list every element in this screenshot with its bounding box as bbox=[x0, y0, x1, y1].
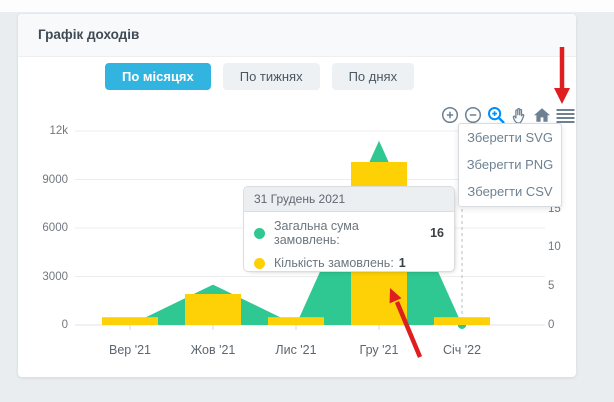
tooltip-value: 16 bbox=[430, 226, 444, 240]
tooltip-row-total-sum: Загальна сума замовлень: 16 bbox=[244, 212, 454, 249]
tooltip-label: Кількість замовлень: bbox=[274, 256, 394, 270]
y-axis-left-label: 12k bbox=[49, 125, 68, 137]
bar-4[interactable] bbox=[434, 317, 490, 325]
tooltip-date: 31 Грудень 2021 bbox=[244, 187, 454, 212]
x-axis-label: Січ '22 bbox=[442, 343, 482, 357]
yellow-series-dot bbox=[254, 257, 265, 269]
bar-0[interactable] bbox=[102, 317, 158, 325]
x-axis-label: Гру '21 bbox=[359, 343, 399, 357]
green-series-dot bbox=[254, 227, 265, 239]
tooltip-label: Загальна сума замовлень: bbox=[274, 219, 359, 247]
tooltip-row-order-count: Кількість замовлень: 1 bbox=[244, 249, 454, 271]
menu-item-save-csv[interactable]: Зберегти CSV bbox=[467, 184, 553, 199]
zoom-out-icon[interactable] bbox=[463, 105, 483, 125]
revenue-chart-card: Графік доходів По місяцях По тижнях По д… bbox=[18, 14, 576, 377]
period-tabs: По місяцях По тижнях По днях bbox=[105, 63, 415, 90]
y-axis-left-label: 9000 bbox=[42, 173, 68, 186]
page-title: Графік доходів bbox=[38, 27, 140, 42]
y-axis-right-label: 10 bbox=[548, 241, 561, 254]
zoom-in-icon[interactable] bbox=[440, 105, 460, 125]
export-menu: Зберегти SVG Зберегти PNG Зберегти CSV bbox=[458, 123, 562, 207]
card-header: Графік доходів bbox=[18, 14, 576, 57]
tab-by-days[interactable]: По днях bbox=[331, 63, 415, 90]
pan-icon[interactable] bbox=[509, 105, 529, 125]
menu-icon[interactable] bbox=[555, 105, 575, 125]
selection-zoom-icon[interactable] bbox=[486, 105, 506, 125]
x-axis-label: Вер '21 bbox=[108, 343, 151, 357]
x-axis-label: Лис '21 bbox=[275, 343, 317, 357]
menu-item-save-svg[interactable]: Зберегти SVG bbox=[467, 130, 553, 145]
menu-item-save-png[interactable]: Зберегти PNG bbox=[466, 157, 554, 172]
y-axis-right-label: 0 bbox=[548, 319, 555, 331]
top-strip bbox=[0, 0, 614, 12]
chart-toolbar bbox=[440, 105, 575, 125]
tooltip-value: 1 bbox=[398, 256, 406, 270]
y-axis-left-label: 0 bbox=[61, 319, 68, 331]
bar-2[interactable] bbox=[268, 317, 324, 325]
tab-by-weeks[interactable]: По тижнях bbox=[222, 63, 320, 90]
y-axis-left-label: 6000 bbox=[42, 222, 68, 234]
y-axis-left-label: 3000 bbox=[42, 270, 68, 283]
bar-1[interactable] bbox=[185, 294, 241, 325]
tab-by-months[interactable]: По місяцях bbox=[105, 63, 211, 90]
x-axis-label: Жов '21 bbox=[190, 343, 236, 357]
card-body: По місяцях По тижнях По днях bbox=[18, 58, 576, 377]
home-icon[interactable] bbox=[532, 105, 552, 125]
y-axis-right-label: 5 bbox=[548, 280, 555, 293]
chart-tooltip: 31 Грудень 2021 Загальна сума замовлень:… bbox=[243, 186, 455, 272]
